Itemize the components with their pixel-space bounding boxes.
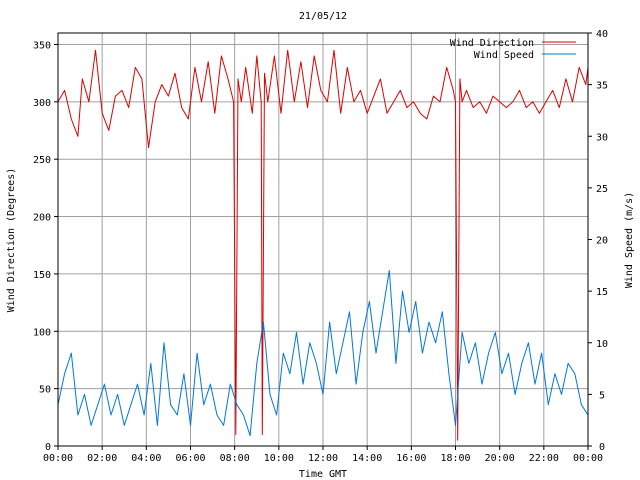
y-tick-label-right: 25 — [596, 184, 608, 195]
x-tick-label: 00:00 — [43, 453, 73, 464]
y-tick-label-left: 350 — [33, 40, 51, 51]
y-tick-label-right: 30 — [596, 132, 608, 143]
x-axis-label: Time GMT — [299, 469, 347, 480]
y-axis-label-right: Wind Speed (m/s) — [624, 192, 635, 288]
y-tick-label-left: 300 — [33, 98, 51, 109]
x-tick-label: 18:00 — [440, 453, 470, 464]
y-tick-label-right: 5 — [599, 390, 605, 401]
x-tick-label: 20:00 — [485, 453, 515, 464]
legend-label-wind-direction: Wind Direction — [450, 38, 534, 49]
legend-label-wind-speed: Wind Speed — [474, 50, 534, 61]
y-tick-label-right: 40 — [596, 29, 608, 40]
y-tick-label-left: 50 — [39, 385, 51, 396]
y-tick-label-left: 0 — [45, 442, 51, 453]
y-tick-label-right: 15 — [596, 287, 608, 298]
y-axis-label-left: Wind Direction (Degrees) — [6, 168, 17, 313]
y-tick-label-right: 35 — [596, 81, 608, 92]
x-tick-label: 12:00 — [308, 453, 338, 464]
y-tick-label-left: 100 — [33, 327, 51, 338]
x-tick-label: 22:00 — [529, 453, 559, 464]
x-tick-label: 00:00 — [573, 453, 603, 464]
chart-title: 21/05/12 — [299, 11, 347, 22]
x-tick-label: 06:00 — [175, 453, 205, 464]
series-layer — [57, 49, 589, 441]
y-tick-label-right: 10 — [596, 339, 608, 350]
x-tick-label: 02:00 — [87, 453, 117, 464]
y-tick-label-left: 250 — [33, 155, 51, 166]
series-line-wind-speed — [57, 270, 589, 437]
y-tick-label-right: 0 — [599, 442, 605, 453]
y-tick-label-right: 20 — [596, 236, 608, 247]
axes: 00:00 02:00 04:00 06:00 08:00 10:00 12:00 14:00… — [33, 29, 608, 464]
x-tick-label: 16:00 — [396, 453, 426, 464]
x-tick-label: 04:00 — [131, 453, 161, 464]
legend: Wind Direction Wind Speed — [450, 38, 576, 61]
y-tick-label-left: 150 — [33, 270, 51, 281]
series-line-wind-direction — [57, 49, 589, 441]
y-tick-label-left: 200 — [33, 213, 51, 224]
x-tick-label: 10:00 — [264, 453, 294, 464]
x-tick-label: 08:00 — [220, 453, 250, 464]
x-tick-label: 14:00 — [352, 453, 382, 464]
